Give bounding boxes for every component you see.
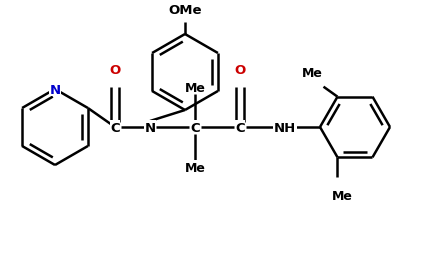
Text: N: N — [144, 121, 156, 134]
Text: O: O — [234, 64, 246, 77]
Text: O: O — [110, 64, 121, 77]
Text: Me: Me — [184, 161, 206, 174]
Text: N: N — [49, 83, 60, 96]
Text: C: C — [235, 121, 245, 134]
Text: Me: Me — [184, 81, 206, 94]
Text: C: C — [110, 121, 120, 134]
Text: Me: Me — [302, 67, 323, 80]
Text: OMe: OMe — [168, 4, 202, 17]
Text: NH: NH — [274, 121, 296, 134]
Text: C: C — [190, 121, 200, 134]
Text: Me: Me — [332, 189, 353, 202]
